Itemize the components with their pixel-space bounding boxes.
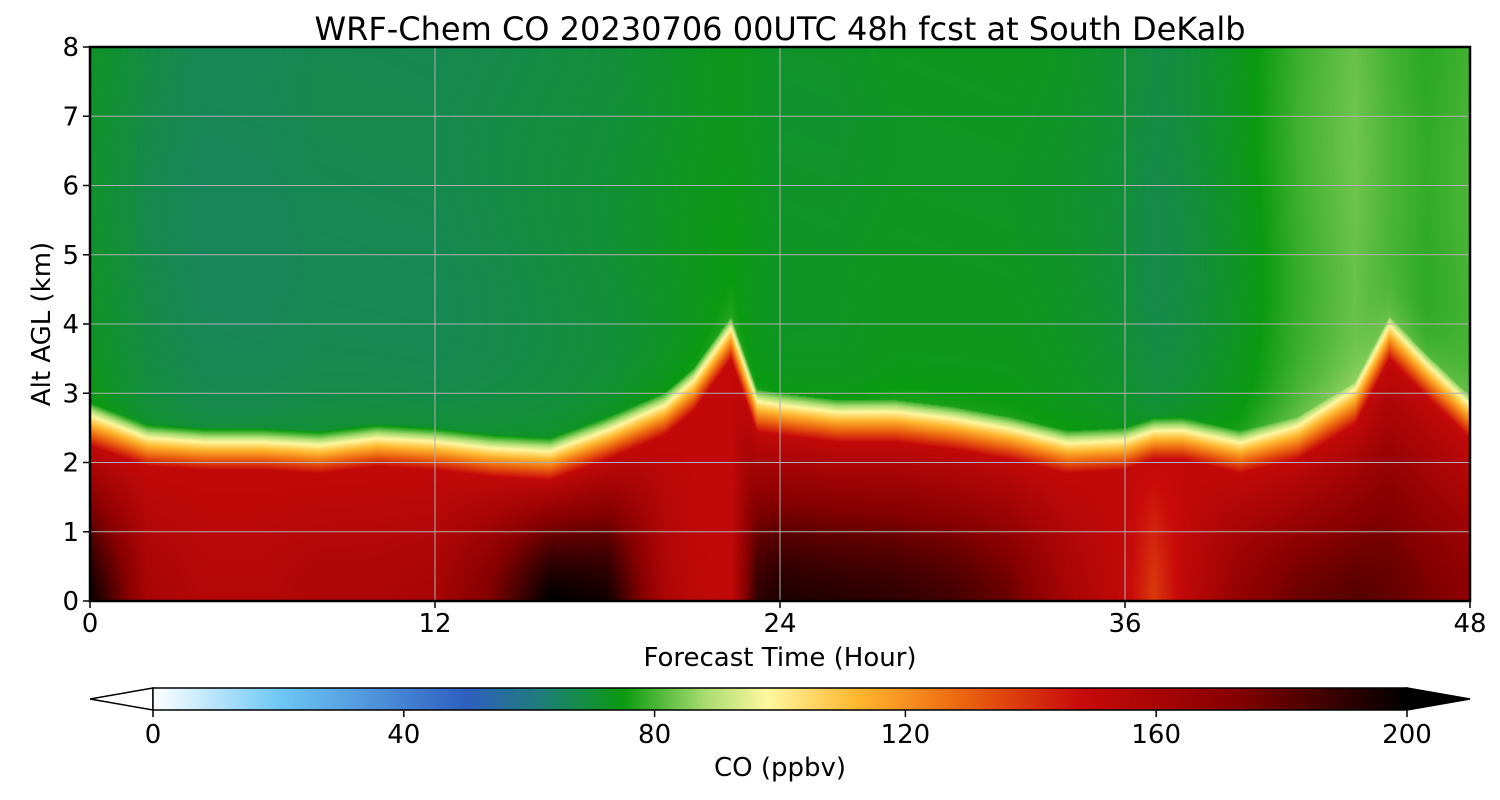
x-tick-label: 48: [1453, 609, 1486, 639]
y-tick-label: 1: [62, 518, 79, 548]
y-tick-label: 0: [62, 587, 79, 617]
x-tick-label: 36: [1108, 609, 1141, 639]
colorbar-tick-label: 200: [1382, 720, 1432, 750]
y-tick-label: 4: [62, 310, 79, 340]
x-axis-label: Forecast Time (Hour): [643, 643, 916, 673]
grid: [90, 47, 1470, 601]
y-tick-label: 7: [62, 102, 79, 132]
x-tick-label: 0: [82, 609, 99, 639]
colorbar-tick-label: 120: [881, 720, 931, 750]
colorbar-tick-label: 0: [145, 720, 162, 750]
y-axis-label: Alt AGL (km): [27, 242, 57, 406]
y-tick-label: 8: [62, 33, 79, 63]
x-tick-label: 24: [763, 609, 796, 639]
chart-title: WRF-Chem CO 20230706 00UTC 48h fcst at S…: [314, 10, 1245, 48]
colorbar-tick-label: 160: [1131, 720, 1181, 750]
y-tick-label: 6: [62, 172, 79, 202]
colorbar-body: [152, 687, 1408, 711]
y-tick-label: 2: [62, 449, 79, 479]
x-axis: 0 12 24 36 48: [82, 601, 1487, 639]
colorbar-extend-low: [89, 687, 154, 711]
colorbar-extend-high: [1406, 687, 1471, 711]
plot-area: [88, 45, 1472, 603]
colorbar: 0 40 80 120 160 200 CO (ppbv): [89, 687, 1471, 783]
y-axis: 0 1 2 3 4 5 6 7 8: [62, 33, 90, 617]
colorbar-tick-label: 40: [387, 720, 420, 750]
y-tick-label: 5: [62, 241, 79, 271]
x-tick-label: 12: [418, 609, 451, 639]
y-tick-label: 3: [62, 379, 79, 409]
colorbar-ticks: 0 40 80 120 160 200: [145, 710, 1432, 750]
colorbar-tick-label: 80: [638, 720, 671, 750]
colorbar-label: CO (ppbv): [714, 753, 846, 783]
